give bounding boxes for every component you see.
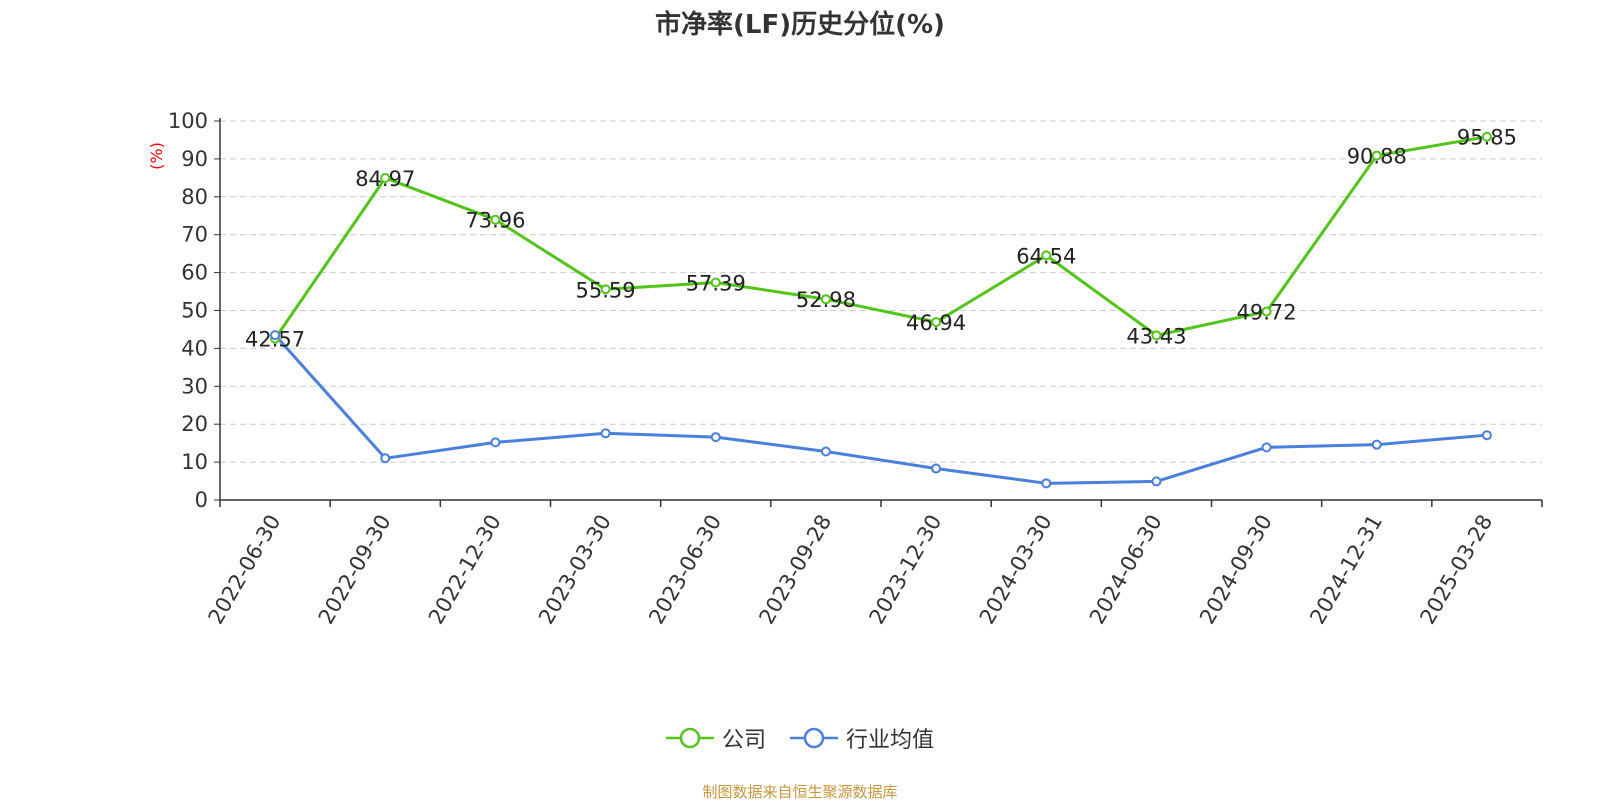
legend-label-company: 公司 [721,728,766,753]
data-label: 84.97 [355,167,415,191]
data-point-0 [710,277,721,288]
y-tick-label: 40 [181,336,208,360]
series-line-1 [273,334,1488,485]
x-tick-label: 2022-12-30 [424,511,506,629]
x-tick-label: 2023-06-30 [644,511,726,629]
data-point-0 [931,317,942,328]
data-point-1 [1151,476,1162,487]
data-point-0 [490,214,501,225]
y-tick-label: 20 [181,412,208,436]
y-tick-label: 90 [181,147,208,171]
data-label: 95.85 [1457,126,1517,150]
data-point-0 [1261,306,1272,317]
data-label: 43.43 [1126,324,1186,348]
y-axis-label: (%) [147,142,166,170]
x-tick-label: 2022-06-30 [204,511,286,629]
data-point-0 [1151,330,1162,341]
data-point-1 [380,453,391,464]
legend-label-industry-average: 行业均值 [846,728,935,753]
data-label: 55.59 [576,278,636,302]
series-lines [270,131,1492,489]
data-label: 57.39 [686,271,746,295]
legend-item-industry-average[interactable]: 行业均值 [790,722,934,754]
data-point-1 [820,446,831,457]
data-point-0 [1371,150,1382,161]
data-point-0 [1041,250,1052,261]
data-label: 73.96 [465,209,525,233]
data-label: 42.57 [245,328,305,352]
data-point-1 [1371,439,1382,450]
data-point-1 [1481,430,1492,441]
y-tick-label: 0 [195,488,208,512]
data-label: 64.54 [1016,244,1076,268]
x-tick-label: 2024-06-30 [1085,511,1167,629]
y-tick-label: 60 [181,261,208,285]
y-tick-label: 50 [181,299,208,323]
x-tick-label: 2024-03-30 [975,511,1057,629]
x-tick-label: 2024-12-31 [1305,511,1387,629]
y-tick-label: 100 [168,109,208,133]
series-line-0 [273,135,1488,340]
x-tick-label: 2023-09-28 [754,511,836,629]
data-point-1 [710,432,721,443]
x-tick-label: 2023-12-30 [865,511,947,629]
legend: 公司 行业均值 [0,722,1600,754]
source-note: 制图数据来自恒生聚源数据库 [702,783,898,801]
chart-title: 市净率(LF)历史分位(%) [655,10,945,40]
data-point-1 [270,330,281,341]
data-labels: 42.57 84.97 73.96 55.59 57.39 52.98 46.94 64.54… [245,126,1517,352]
data-point-1 [490,437,501,448]
legend-marker-industry-average [790,727,838,749]
x-tick-label: 2022-09-30 [314,511,396,629]
x-tick-label: 2023-03-30 [534,511,616,629]
data-label: 49.72 [1237,301,1297,325]
data-point-0 [820,294,831,305]
grid-lines [220,120,1542,463]
data-point-0 [380,172,391,183]
data-point-1 [931,463,942,474]
y-tick-label: 80 [181,185,208,209]
x-tick-label: 2024-09-30 [1195,511,1277,629]
data-label: 52.98 [796,288,856,312]
data-point-1 [1041,478,1052,489]
y-tick-label: 10 [181,450,208,474]
data-label: 46.94 [906,311,966,335]
legend-marker-company [665,727,714,749]
data-point-0 [1481,131,1492,142]
data-label: 90.88 [1347,145,1407,169]
data-point-1 [1261,442,1272,453]
y-tick-label: 70 [181,223,208,247]
legend-item-company[interactable]: 公司 [665,722,766,754]
y-tick-label: 30 [181,374,208,398]
x-tick-label: 2025-03-28 [1415,511,1497,629]
data-point-1 [600,428,611,439]
data-point-0 [600,284,611,295]
